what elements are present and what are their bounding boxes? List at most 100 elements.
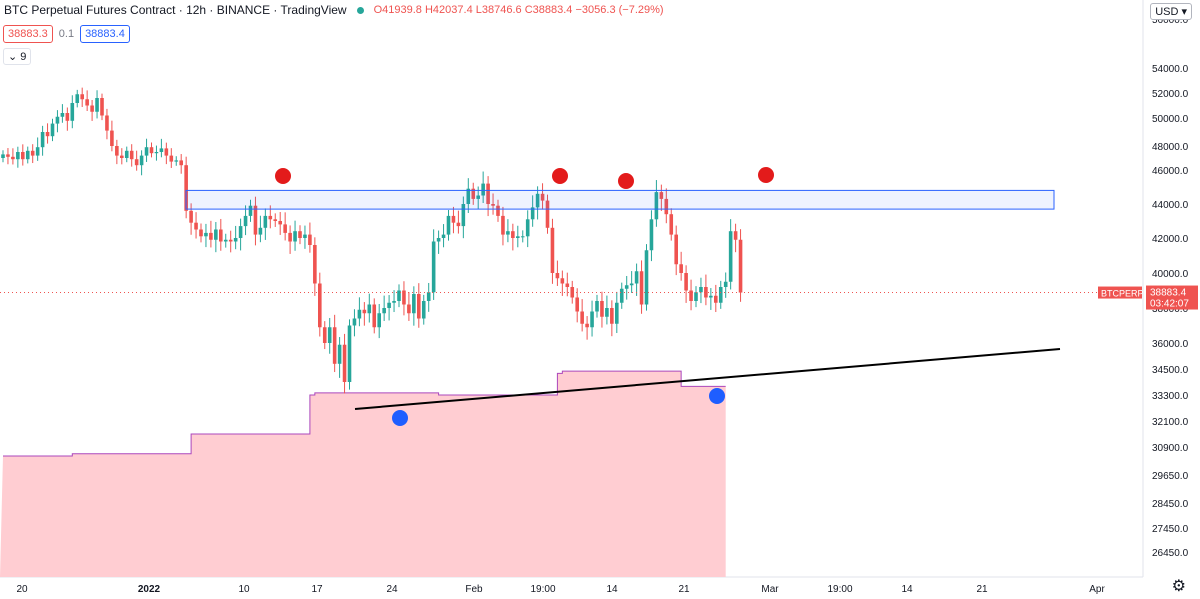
- top-marker: [275, 168, 291, 184]
- symbol-title[interactable]: BTC Perpetual Futures Contract · 12h · B…: [4, 3, 347, 17]
- candle: [619, 288, 624, 303]
- candle: [699, 287, 703, 293]
- candle: [288, 232, 292, 242]
- candle: [372, 304, 377, 328]
- indicator-toggle[interactable]: ⌄ 9: [3, 48, 32, 65]
- candle: [728, 231, 733, 282]
- y-tick-label: 50000.0: [1152, 114, 1189, 125]
- candle: [689, 290, 693, 301]
- candle: [714, 295, 718, 303]
- candle: [144, 147, 149, 156]
- y-tick-label: 54000.0: [1152, 64, 1189, 75]
- bottom-marker: [709, 388, 725, 404]
- candle: [308, 234, 312, 245]
- candle: [520, 236, 525, 238]
- candle: [496, 205, 500, 216]
- candle: [525, 219, 530, 237]
- x-tick-label: Mar: [761, 584, 779, 595]
- x-tick-label: 20: [16, 584, 28, 595]
- candle: [481, 183, 485, 196]
- candle: [347, 325, 352, 382]
- candle: [194, 222, 198, 230]
- y-tick-label: 48000.0: [1152, 142, 1189, 153]
- high-value: H42037.4: [424, 4, 473, 16]
- candle: [491, 204, 495, 206]
- y-tick-label: 56000.0: [1152, 15, 1189, 26]
- y-tick-label: 40000.0: [1152, 269, 1189, 280]
- candle: [283, 224, 287, 233]
- y-tick-label: 29650.0: [1152, 471, 1189, 482]
- candle: [585, 323, 589, 328]
- candle: [124, 150, 129, 158]
- candle: [258, 227, 263, 235]
- candle: [45, 132, 50, 137]
- candle: [273, 219, 278, 221]
- candle: [466, 188, 471, 204]
- candle: [555, 273, 560, 279]
- candle: [95, 98, 99, 112]
- candle: [60, 113, 65, 117]
- candle: [575, 297, 579, 312]
- candle: [674, 234, 678, 265]
- candle: [402, 290, 406, 305]
- candle: [248, 205, 253, 216]
- top-marker: [618, 173, 634, 189]
- candle: [184, 165, 188, 211]
- candle: [545, 200, 550, 228]
- sell-button[interactable]: 38883.3: [3, 25, 53, 43]
- chevron-down-icon: ⌄: [8, 51, 18, 63]
- candle: [303, 234, 307, 238]
- candle: [441, 234, 446, 238]
- candle: [164, 148, 169, 156]
- candle: [436, 238, 441, 242]
- resistance-zone: [185, 189, 1055, 210]
- candle: [199, 229, 203, 237]
- x-tick-label: 21: [976, 584, 988, 595]
- open-value: O41939.8: [373, 4, 422, 16]
- currency-label: USD: [1155, 6, 1179, 18]
- candle: [342, 344, 347, 382]
- order-panel: 38883.3 0.1 38883.4: [3, 25, 130, 43]
- y-tick-label: 46000.0: [1152, 166, 1189, 177]
- candle: [397, 290, 401, 301]
- x-tick-label: Feb: [465, 584, 483, 595]
- x-tick-label: 14: [606, 584, 618, 595]
- low-value: L38746.6: [475, 4, 522, 16]
- x-tick-label: 24: [386, 584, 398, 595]
- gear-icon[interactable]: ⚙: [1171, 578, 1186, 595]
- x-tick-label: 10: [238, 584, 250, 595]
- y-tick-label: 42000.0: [1152, 234, 1189, 245]
- candle: [110, 130, 114, 146]
- candle: [327, 327, 332, 343]
- last-price-label: 38883.4: [1150, 288, 1187, 299]
- candle: [629, 283, 634, 286]
- candle: [530, 207, 535, 220]
- candle: [659, 192, 664, 199]
- candle: [506, 231, 510, 235]
- buy-button[interactable]: 38883.4: [80, 25, 130, 43]
- candle: [11, 156, 15, 160]
- candle: [238, 226, 243, 238]
- candle: [219, 229, 223, 242]
- candle: [669, 214, 674, 235]
- x-tick-label: 21: [678, 584, 690, 595]
- candle: [367, 304, 372, 314]
- candle: [189, 210, 193, 223]
- candle: [85, 99, 89, 106]
- candle: [90, 105, 94, 112]
- candle: [456, 222, 461, 227]
- change-value: −3056.3 (−7.29%): [575, 4, 664, 16]
- candle: [733, 231, 738, 240]
- y-tick-label: 34500.0: [1152, 365, 1189, 376]
- candle: [50, 123, 55, 137]
- close-value: C38883.4: [524, 4, 573, 16]
- candle: [624, 285, 629, 289]
- candle: [654, 192, 659, 220]
- candle: [615, 302, 619, 324]
- currency-select[interactable]: USD ▾: [1150, 3, 1192, 20]
- resistance-area-line: [3, 370, 726, 457]
- candle: [169, 155, 174, 162]
- candle: [471, 188, 476, 199]
- candle: [298, 231, 302, 238]
